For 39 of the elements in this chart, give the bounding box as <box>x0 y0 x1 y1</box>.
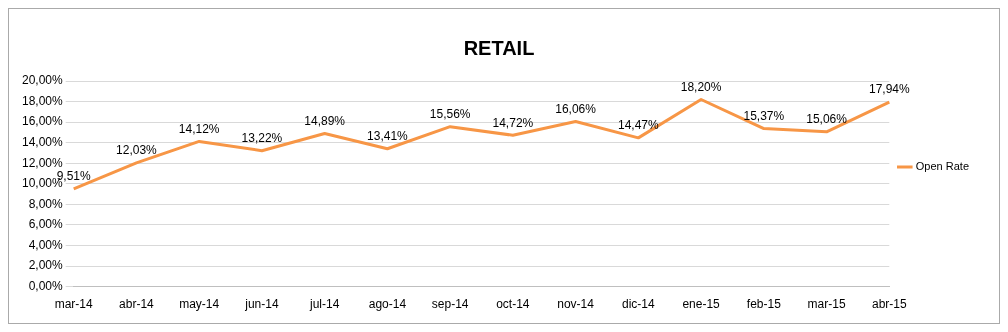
x-tick-label: mar-15 <box>807 297 846 312</box>
data-label: 14,72% <box>492 115 534 130</box>
x-tick-label: sep-14 <box>431 297 469 312</box>
x-tick-label: jun-14 <box>244 297 279 312</box>
x-tick-label: oct-14 <box>496 297 530 312</box>
x-tick-label: abr-14 <box>119 297 155 312</box>
y-tick-label: 18,00% <box>22 93 64 108</box>
data-label: 14,47% <box>617 118 660 133</box>
y-tick-label: 0,00% <box>28 278 64 293</box>
data-label: 12,03% <box>116 143 158 158</box>
data-label: 14,89% <box>304 113 346 128</box>
x-tick-label: feb-15 <box>746 297 782 312</box>
y-tick-label: 12,00% <box>22 155 64 170</box>
data-label: 15,37% <box>743 108 785 123</box>
y-tick-label: 16,00% <box>22 114 64 129</box>
data-label: 17,94% <box>868 82 910 97</box>
data-label: 15,06% <box>806 112 848 127</box>
x-tick-label: mar-14 <box>54 297 94 312</box>
chart-title: RETAIL <box>463 36 535 59</box>
x-tick-label: nov-14 <box>557 297 595 312</box>
data-label: 13,22% <box>241 131 283 146</box>
x-tick-label: jul-14 <box>308 297 340 312</box>
legend-label: Open Rate <box>915 160 969 173</box>
y-tick-label: 14,00% <box>22 134 64 149</box>
data-label: 16,06% <box>555 101 597 116</box>
x-tick-label: dic-14 <box>622 297 656 312</box>
y-tick-label: 2,00% <box>28 258 64 273</box>
data-label: 18,20% <box>680 79 722 94</box>
x-tick-label: may-14 <box>179 297 220 312</box>
x-tick-label: abr-15 <box>871 297 907 312</box>
data-label: 15,56% <box>429 106 471 121</box>
y-tick-label: 6,00% <box>28 217 64 232</box>
x-tick-label: ago-14 <box>368 297 407 312</box>
data-label: 14,12% <box>178 121 220 136</box>
data-label: 13,41% <box>367 129 409 144</box>
y-tick-label: 20,00% <box>22 73 64 88</box>
y-tick-label: 8,00% <box>28 196 64 211</box>
x-tick-label: ene-15 <box>682 297 721 312</box>
y-tick-label: 4,00% <box>28 237 64 252</box>
